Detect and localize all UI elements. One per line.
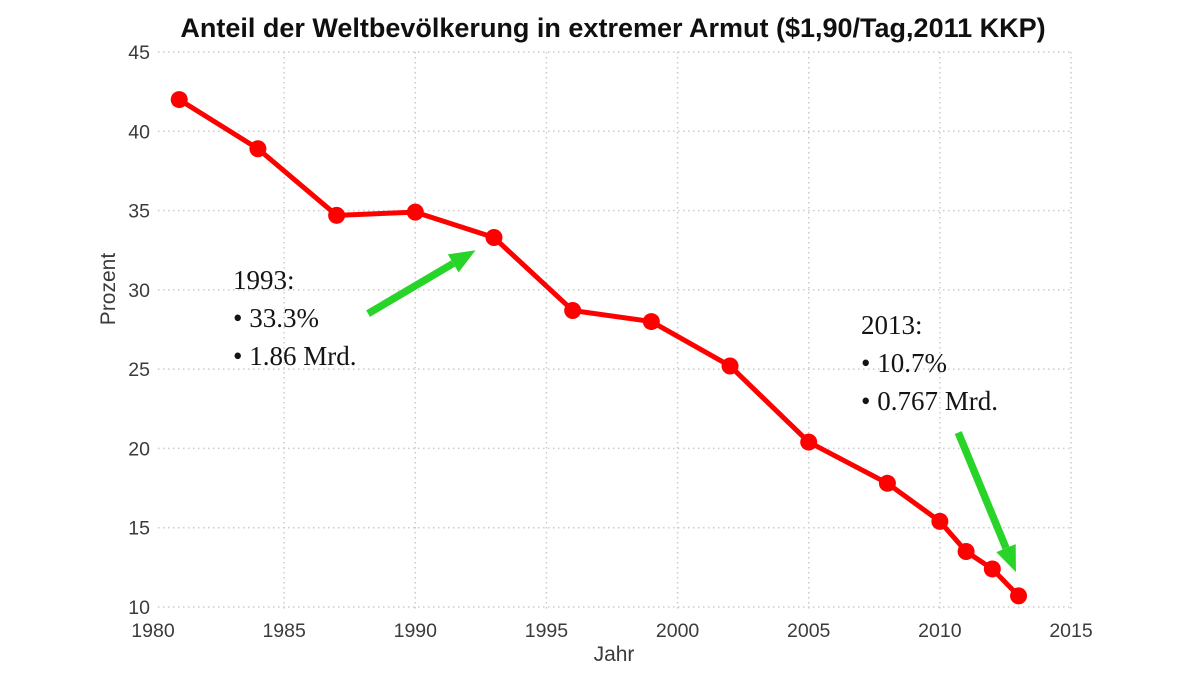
data-point	[328, 206, 346, 224]
data-point	[800, 433, 818, 451]
ann-2013-arrowhead-icon	[996, 544, 1016, 573]
data-point	[983, 560, 1001, 578]
y-tick-label: 25	[128, 359, 150, 381]
x-tick-label: 2015	[1049, 620, 1093, 642]
y-axis-title: Prozent	[97, 252, 120, 326]
data-point	[642, 313, 660, 331]
data-point	[170, 91, 188, 109]
data-point	[721, 357, 739, 375]
x-tick-label: 1985	[262, 620, 306, 642]
y-tick-label: 10	[128, 597, 150, 619]
y-tick-label: 45	[128, 42, 150, 64]
x-tick-label: 2000	[656, 620, 700, 642]
annotation-2013-count: • 0.767 Mrd.	[861, 386, 998, 416]
annotation-1993-heading: 1993:	[233, 265, 295, 295]
ann-2013-arrow-shaft	[954, 431, 1010, 550]
y-tick-label: 30	[128, 280, 150, 302]
data-point	[564, 301, 582, 319]
ann-1993-arrowhead-icon	[447, 250, 476, 273]
data-point	[878, 474, 896, 492]
x-tick-label: 1995	[525, 620, 569, 642]
annotation-1993-count: • 1.86 Mrd.	[233, 341, 357, 371]
data-point	[957, 542, 975, 560]
data-point	[1010, 587, 1028, 605]
chart-title: Anteil der Weltbevölkerung in extremer A…	[180, 13, 1046, 43]
x-tick-label: 1990	[394, 620, 438, 642]
data-point	[249, 140, 267, 158]
y-tick-label: 20	[128, 438, 150, 460]
annotation-1993: 1993: • 33.3% • 1.86 Mrd.	[233, 261, 356, 375]
annotation-1993-percent: • 33.3%	[233, 303, 319, 333]
ann-1993-arrow-shaft	[366, 260, 456, 317]
x-tick-label: 2010	[918, 620, 962, 642]
y-tick-label: 35	[128, 201, 150, 223]
y-tick-label: 15	[128, 518, 150, 540]
data-point	[931, 512, 949, 530]
x-axis-title: Jahr	[593, 643, 635, 666]
data-point	[406, 203, 424, 221]
data-point	[485, 229, 503, 247]
annotation-2013-percent: • 10.7%	[861, 348, 947, 378]
y-tick-label: 40	[128, 121, 150, 143]
x-tick-label: 1980	[131, 620, 175, 642]
annotation-2013: 2013: • 10.7% • 0.767 Mrd.	[861, 306, 998, 420]
x-tick-label: 2005	[787, 620, 831, 642]
annotation-2013-heading: 2013:	[861, 310, 923, 340]
